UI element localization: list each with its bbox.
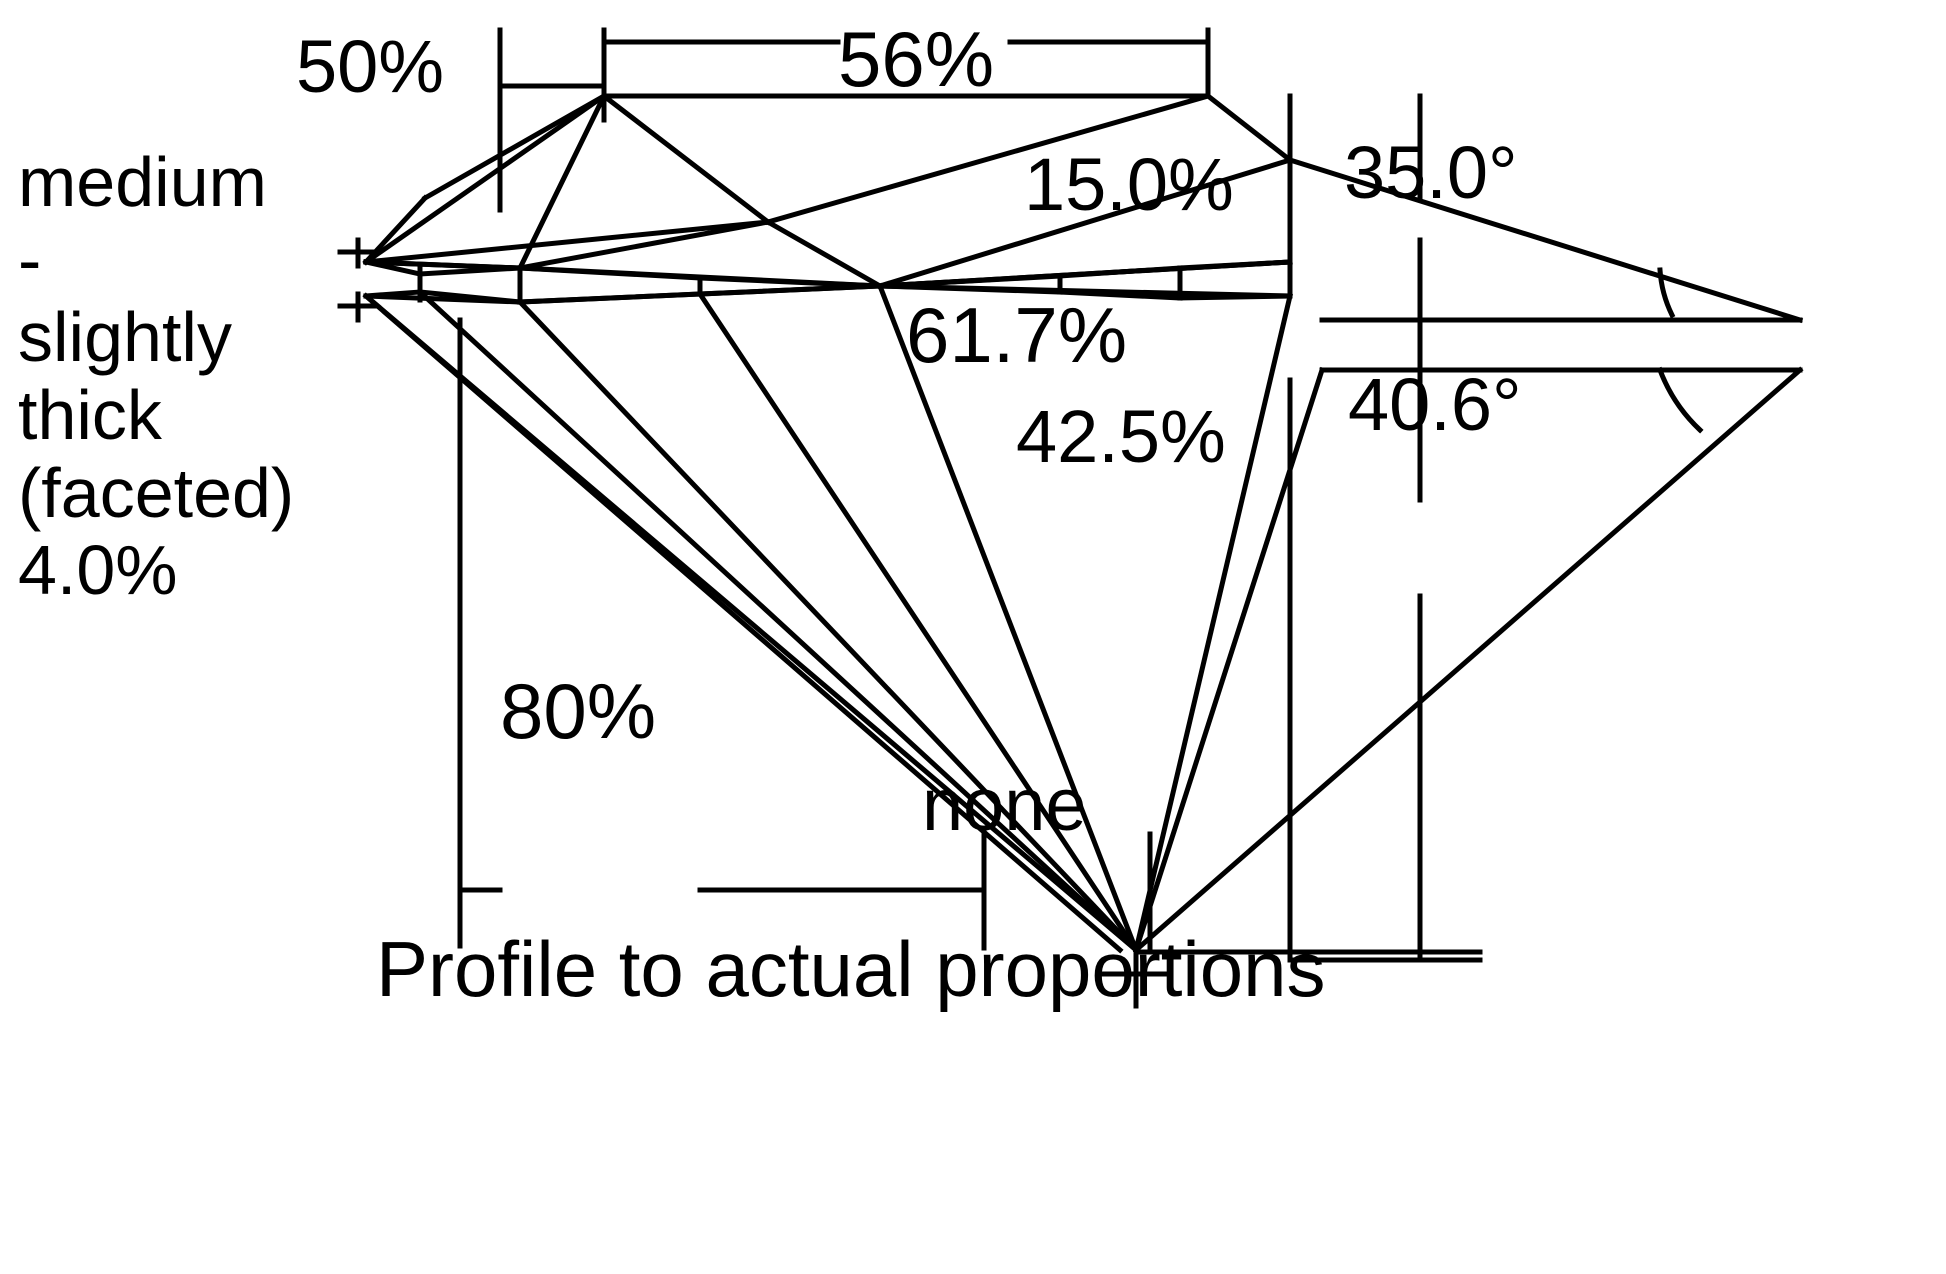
label-total-depth: 61.7%: [906, 291, 1128, 379]
label-pavilion-angle: 40.6°: [1348, 363, 1522, 446]
label-culet-size: none: [922, 763, 1087, 846]
dimension-table-size: [601, 27, 1211, 99]
label-table-size: 56%: [838, 15, 995, 103]
dimension-star-length: [497, 27, 607, 213]
label-star-length: 50%: [296, 25, 445, 108]
crown-angle-indicator: [1286, 156, 1804, 324]
pavilion-angle-indicator: [1132, 366, 1803, 954]
label-crown-height: 15.0%: [1024, 143, 1234, 226]
pavilion-facets: [362, 282, 1153, 954]
label-crown-angle: 35.0°: [1344, 131, 1518, 214]
pavilion-right-main: [1132, 366, 1804, 954]
diagram-caption: Profile to actual proportions: [376, 925, 1326, 1013]
label-girdle-thickness: medium - slightly thick (faceted) 4.0%: [18, 143, 295, 610]
dimension-total-depth: [1287, 93, 1483, 963]
label-pavilion-depth: 42.5%: [1016, 395, 1226, 478]
girdle-band: [337, 237, 1293, 323]
label-lower-half-length: 80%: [500, 667, 657, 755]
